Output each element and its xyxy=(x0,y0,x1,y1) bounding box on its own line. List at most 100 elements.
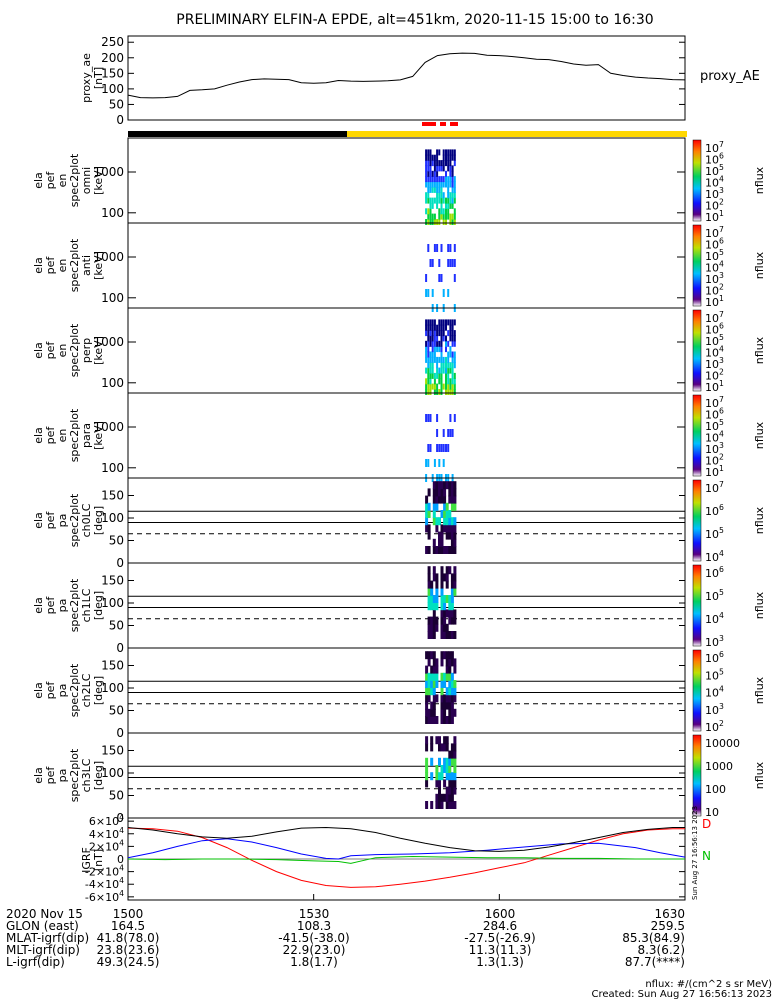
ylabel-line: ela xyxy=(32,682,45,699)
spectrogram-cell xyxy=(451,213,454,220)
spectrogram-cell xyxy=(440,356,443,363)
spectrogram-cell xyxy=(430,736,434,745)
spectrogram-cell xyxy=(445,181,447,188)
spectrogram-cell xyxy=(445,736,449,745)
spectrogram-cell xyxy=(449,213,452,220)
spectrogram-cell xyxy=(432,651,436,660)
spectrogram-cell xyxy=(448,757,452,766)
spectrogram-cell xyxy=(451,372,454,379)
table-cell: 1630 xyxy=(654,907,685,921)
table-row-label: GLON (east) xyxy=(6,919,79,933)
spectrogram-cell xyxy=(453,531,457,540)
spectrogram-cell xyxy=(436,362,439,369)
spectrogram-cell xyxy=(453,609,457,618)
spectrogram-cell xyxy=(425,165,428,172)
spectrogram-cell xyxy=(427,186,430,193)
spectrogram-cell xyxy=(425,160,428,167)
colorbar-label: nflux xyxy=(753,506,766,534)
spectrogram-cell xyxy=(445,757,449,766)
spectrogram-cell xyxy=(443,609,447,618)
spectrogram-cell xyxy=(427,687,431,696)
spectrogram-cell xyxy=(453,383,456,390)
spectrogram-cell xyxy=(429,202,432,209)
spectrogram-cell xyxy=(440,367,443,374)
spectrogram-cell xyxy=(431,213,434,220)
igrf-series xyxy=(127,826,686,888)
spectrogram-cell xyxy=(432,546,436,554)
spectrogram-cell xyxy=(448,602,452,611)
spectrogram-cell xyxy=(432,517,436,526)
spectrogram-cell xyxy=(442,160,445,167)
spectrogram-cell xyxy=(433,244,436,252)
spectrogram-cell xyxy=(440,192,443,199)
colorbar-tick-label: 101 xyxy=(705,209,724,224)
spectrogram-cell xyxy=(436,372,439,379)
spectrogram-cell xyxy=(438,801,441,809)
y-tick-label: 150 xyxy=(101,659,124,673)
colorbar-label: nflux xyxy=(753,336,766,364)
spectrogram-cell xyxy=(449,170,452,177)
panel-frame xyxy=(127,732,686,819)
spectrogram-cell xyxy=(448,779,452,788)
spectrogram-cell xyxy=(447,340,450,347)
colorbar-label: nflux xyxy=(753,591,766,619)
spectrogram-cell xyxy=(440,701,444,710)
spectrogram-cell xyxy=(429,330,432,337)
ylabel-line: [nT] xyxy=(92,849,105,871)
spectrogram-cell xyxy=(448,665,452,674)
spectrogram-cell xyxy=(425,651,429,660)
ylabel-line: en xyxy=(56,344,69,358)
spectrogram-cell xyxy=(432,488,436,497)
spectrogram-cell xyxy=(453,708,457,717)
colorbar xyxy=(692,649,702,732)
spectrogram-cell xyxy=(443,495,447,504)
spectrogram-cell xyxy=(445,672,449,681)
spectrogram-cell xyxy=(445,531,449,540)
table-cell: 1600 xyxy=(485,907,516,921)
colorbar-tick-label: 106 xyxy=(705,503,724,518)
y-tick-label: 100 xyxy=(101,291,124,305)
spectrogram-cell xyxy=(443,743,447,752)
spectrogram-cell xyxy=(438,793,441,802)
spectrogram-cell xyxy=(453,757,457,766)
spectrogram-cell xyxy=(432,687,436,696)
spectrogram-cell xyxy=(448,708,452,717)
spectrogram-cell xyxy=(425,367,428,374)
spectrogram-cell xyxy=(442,149,445,156)
spectrogram-cell xyxy=(448,566,452,575)
spectrogram-cell xyxy=(451,378,454,385)
spectrogram-cell xyxy=(443,793,447,802)
spectrogram-cell xyxy=(438,274,441,282)
spectrogram-cell xyxy=(440,573,444,582)
spectrogram-cell xyxy=(445,356,447,363)
spectrogram-cell xyxy=(453,786,457,795)
spectrogram-cell xyxy=(429,319,432,326)
spectrogram-cell xyxy=(453,779,457,788)
spectrogram-cell xyxy=(436,335,439,342)
igrf-legend-n: N xyxy=(702,849,711,863)
spectrogram-cell xyxy=(425,694,429,703)
spectrogram-cell xyxy=(430,801,434,809)
panel-frame xyxy=(127,222,686,309)
spectrogram-cell xyxy=(453,160,456,167)
spectrogram-cell xyxy=(427,573,431,582)
spectrogram-cell xyxy=(445,651,449,660)
ylabel-line: anti xyxy=(80,255,93,276)
spectrogram-cell xyxy=(440,176,443,183)
spec-panel-ela_pef_pa_spec2plot_ch2LC: 150 100 50 0 ela pef pa spec2plot ch2LC [deg] 106 1… xyxy=(32,647,766,740)
spectrogram-cell xyxy=(453,517,457,526)
ylabel-line: pa xyxy=(56,769,69,783)
spectrogram-cell xyxy=(453,378,456,385)
panel-ylabel: ela pef en spec2plot perp [keV] xyxy=(32,323,105,377)
spectrogram-cell xyxy=(448,672,452,681)
spectrogram-cell xyxy=(450,687,454,696)
spectrogram-cell xyxy=(427,389,430,395)
spectrogram-cell xyxy=(436,414,439,422)
spectrogram-cell xyxy=(440,672,444,681)
spectrogram-cell xyxy=(440,743,444,752)
spectrogram-cell xyxy=(430,631,434,639)
spectrogram-cell xyxy=(440,213,443,220)
spectrogram-cell xyxy=(436,444,439,452)
